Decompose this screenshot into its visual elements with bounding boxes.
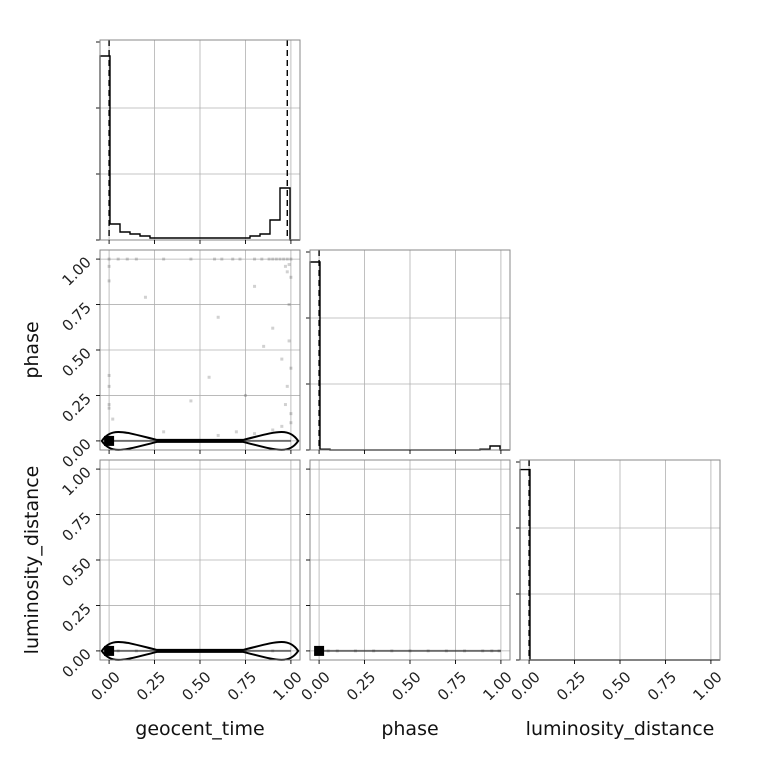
panel-phase-vs-luminosity_distance: 0.00 0.25 0.50 0.75 1.00 xyxy=(297,459,516,704)
scatter-point xyxy=(143,295,147,299)
x-tick-label: 0.00 xyxy=(297,668,333,704)
scatter-point xyxy=(289,257,293,261)
y-tick-label: 1.00 xyxy=(58,253,94,289)
x-tick-label: 1.00 xyxy=(689,668,725,704)
x-tick-label: 0.75 xyxy=(434,668,470,704)
y-tick-label: 0.25 xyxy=(58,600,94,636)
contour-line xyxy=(100,430,300,451)
scatter-point xyxy=(116,257,120,261)
scatter-point xyxy=(253,257,257,261)
scatter-point xyxy=(287,303,291,307)
x-tick-label: 0.25 xyxy=(343,668,379,704)
y-axis-label-luminosity_distance: luminosity_distance xyxy=(21,466,43,655)
scatter-point xyxy=(107,279,111,283)
scatter-point xyxy=(280,424,284,428)
scatter-point xyxy=(253,284,257,288)
scatter-point xyxy=(289,421,293,425)
scatter-point xyxy=(285,384,289,388)
density-peak xyxy=(104,435,115,446)
scatter-point xyxy=(271,257,275,261)
contour-line xyxy=(100,640,300,661)
x-axis-label-luminosity_distance: luminosity_distance xyxy=(526,718,715,740)
scatter-point xyxy=(111,417,115,421)
scatter-point xyxy=(107,264,111,268)
scatter-point xyxy=(234,430,238,434)
scatter-point xyxy=(287,263,291,267)
scatter-point xyxy=(282,257,286,261)
scatter-point xyxy=(107,373,111,377)
y-tick-label: 0.50 xyxy=(58,344,94,380)
scatter-point xyxy=(216,315,220,319)
y-tick-label: 0.75 xyxy=(58,299,94,335)
x-tick-label: 1.00 xyxy=(269,668,305,704)
y-tick-label: 0.50 xyxy=(58,554,94,590)
panel-phase xyxy=(306,249,511,454)
scatter-point xyxy=(216,433,220,437)
x-tick-label: 0.50 xyxy=(598,668,634,704)
x-tick-label: 0.00 xyxy=(87,668,123,704)
x-tick-label: 0.50 xyxy=(178,668,214,704)
scatter-point xyxy=(287,339,291,343)
scatter-point xyxy=(134,257,138,261)
scatter-point xyxy=(189,257,193,261)
scatter-point xyxy=(189,399,193,403)
x-tick-label: 0.75 xyxy=(644,668,680,704)
scatter-point xyxy=(238,257,242,261)
density-peak xyxy=(314,645,325,656)
scatter-point xyxy=(253,432,257,436)
scatter-point xyxy=(260,257,264,261)
scatter-point xyxy=(107,406,111,410)
y-tick-label: 1.00 xyxy=(58,463,94,499)
scatter-point xyxy=(125,257,129,261)
scatter-point xyxy=(207,375,211,379)
scatter-point xyxy=(289,275,293,279)
scatter-point xyxy=(267,257,271,261)
scatter-point xyxy=(278,257,282,261)
panels: 0.000.250.500.751.000.00 0.25 0.50 0.75 1.00… xyxy=(58,39,726,704)
y-tick-label: 0.00 xyxy=(58,645,94,681)
scatter-point xyxy=(107,257,111,261)
x-tick-label: 0.50 xyxy=(388,668,424,704)
scatter-point xyxy=(162,430,166,434)
scatter-point xyxy=(280,357,284,361)
scatter-point xyxy=(283,264,287,268)
scatter-point xyxy=(107,403,111,407)
density-peak xyxy=(104,645,115,656)
scatter-point xyxy=(274,257,278,261)
x-axis-label-phase: phase xyxy=(381,718,438,740)
scatter-point xyxy=(243,393,247,397)
scatter-point xyxy=(271,428,275,432)
x-tick-label: 0.25 xyxy=(553,668,589,704)
y-tick-label: 0.25 xyxy=(58,390,94,426)
scatter-point xyxy=(162,257,166,261)
y-axis-label-phase: phase xyxy=(21,321,43,378)
scatter-point xyxy=(285,270,289,274)
panel-geocent_time-vs-luminosity_distance: 0.00 0.25 0.50 0.75 1.000.000.250.500.751.00 xyxy=(58,459,306,704)
scatter-point xyxy=(289,412,293,416)
panel-geocent_time-vs-phase: 0.00 0.25 0.50 0.75 1.00 xyxy=(58,249,301,471)
scatter-point xyxy=(213,257,217,261)
scatter-point xyxy=(220,257,224,261)
scatter-point xyxy=(285,257,289,261)
scatter-point xyxy=(289,366,293,370)
axis-labels: geocent_time phase luminosity_distancephas… xyxy=(21,321,714,740)
scatter-point xyxy=(271,326,275,330)
y-tick-label: 0.75 xyxy=(58,509,94,545)
x-tick-label: 1.00 xyxy=(479,668,515,704)
scatter-point xyxy=(107,384,111,388)
x-tick-label: 0.00 xyxy=(507,668,543,704)
scatter-point xyxy=(283,403,287,407)
scatter-point xyxy=(262,344,266,348)
y-tick-label: 0.00 xyxy=(58,435,94,471)
scatter-point xyxy=(231,257,235,261)
x-tick-label: 0.25 xyxy=(133,668,169,704)
x-axis-label-geocent_time: geocent_time xyxy=(135,718,264,740)
x-tick-label: 0.75 xyxy=(224,668,260,704)
histogram-geocent_time xyxy=(99,55,300,241)
panel-geocent_time xyxy=(96,39,301,244)
panel-luminosity_distance: 0.00 0.25 0.50 0.75 1.00 xyxy=(507,459,726,704)
